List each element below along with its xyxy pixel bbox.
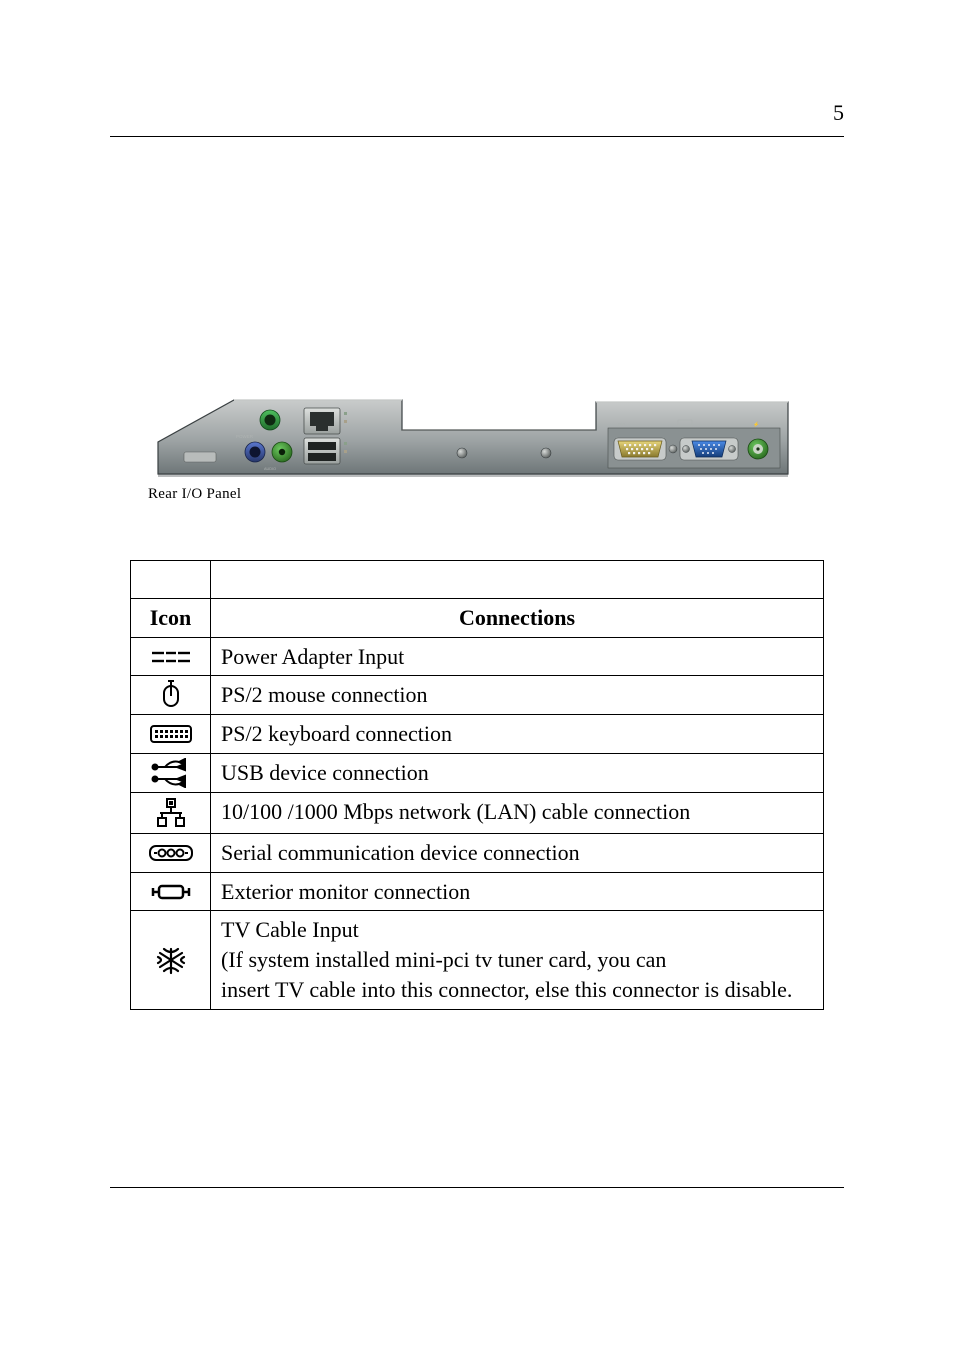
header-blank-right [211, 561, 824, 599]
usb-icon [131, 754, 211, 793]
header-blank-left [131, 561, 211, 599]
table-row: TV Cable Input (If system installed mini… [131, 911, 824, 1009]
tv-text: TV Cable Input (If system installed mini… [211, 911, 824, 1009]
svg-text:DVI: DVI [618, 422, 625, 427]
table-row: Serial communication device connection [131, 834, 824, 873]
tv-line3: insert TV cable into this connector, els… [221, 977, 607, 1002]
bottom-rule [110, 1187, 844, 1188]
svg-text:POWER: POWER [236, 434, 254, 439]
header-connections: Connections [211, 599, 824, 638]
tv-line1: TV Cable Input [221, 915, 813, 945]
svg-text:⚡: ⚡ [753, 421, 759, 428]
header-icon: Icon [131, 599, 211, 638]
table-row: 10/100 /1000 Mbps network (LAN) cable co… [131, 793, 824, 834]
mouse-icon [131, 676, 211, 715]
rear-io-panel-illustration: POWER AUDIO [148, 390, 798, 480]
keyboard-icon [131, 715, 211, 754]
connections-table: Icon Connections [130, 560, 824, 1010]
lan-text: 10/100 /1000 Mbps network (LAN) cable co… [211, 793, 824, 834]
table-row: Exterior monitor connection [131, 872, 824, 911]
page-number: 5 [833, 100, 844, 126]
table-row: PS/2 keyboard connection [131, 715, 824, 754]
svg-text:AUDIO: AUDIO [264, 467, 276, 471]
serial-text: Serial communication device connection [211, 834, 824, 873]
mouse-text: PS/2 mouse connection [211, 676, 824, 715]
monitor-icon [131, 872, 211, 911]
tv-icon [131, 911, 211, 1009]
page: 5 [0, 0, 954, 1350]
rear-io-figure: POWER AUDIO [148, 390, 798, 503]
tv-line4: connector is disable. [612, 977, 792, 1002]
usb-text: USB device connection [211, 754, 824, 793]
table-row: USB device connection [131, 754, 824, 793]
top-rule [110, 136, 844, 137]
power-icon [131, 637, 211, 676]
figure-caption: Rear I/O Panel [148, 486, 798, 503]
monitor-text: Exterior monitor connection [211, 872, 824, 911]
power-text: Power Adapter Input [211, 637, 824, 676]
table-row: PS/2 mouse connection [131, 676, 824, 715]
keyboard-text: PS/2 keyboard connection [211, 715, 824, 754]
serial-icon [131, 834, 211, 873]
tv-line2: (If system installed mini-pci tv tuner c… [221, 945, 813, 975]
lan-icon [131, 793, 211, 834]
table-row: Power Adapter Input [131, 637, 824, 676]
